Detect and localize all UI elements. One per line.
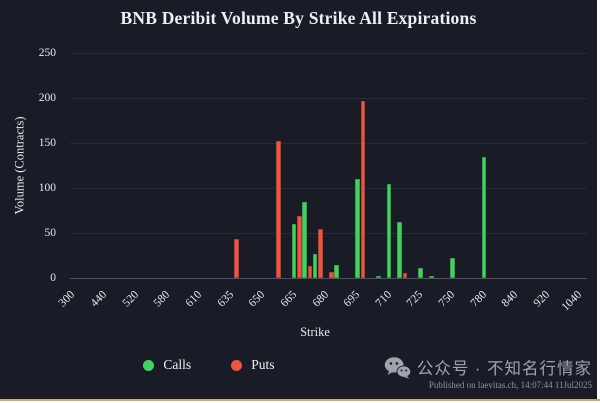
y-tick-label-250: 250 bbox=[38, 47, 56, 59]
y-tick-label-100: 100 bbox=[38, 182, 56, 194]
published-label: Published on laevitas.ch, 14:07:44 11Jul… bbox=[428, 380, 592, 390]
legend-label-calls: Calls bbox=[163, 357, 192, 372]
bar-calls-665[interactable] bbox=[291, 224, 297, 278]
bar-calls-685[interactable] bbox=[333, 264, 339, 278]
frame-line bbox=[0, 399, 600, 401]
x-axis-line bbox=[70, 277, 587, 279]
legend-dot-puts bbox=[231, 359, 243, 371]
y-tick-label-150: 150 bbox=[38, 137, 56, 149]
gridline-150 bbox=[70, 143, 587, 144]
bar-calls-705[interactable] bbox=[376, 276, 381, 278]
gridline-100 bbox=[70, 188, 587, 189]
legend-item-puts[interactable]: Puts bbox=[231, 357, 274, 373]
bar-puts-665[interactable] bbox=[297, 215, 302, 278]
watermark: 公众号 · 不知名行情家 Published on laevitas.ch, 1… bbox=[384, 355, 592, 390]
wechat-label: 公众号 · 不知名行情家 bbox=[416, 360, 592, 378]
bar-puts-635[interactable] bbox=[234, 239, 239, 278]
bar-puts-715[interactable] bbox=[402, 272, 408, 278]
bar-calls-675[interactable] bbox=[312, 253, 318, 278]
gridline-50 bbox=[70, 233, 587, 234]
y-tick-label-50: 50 bbox=[44, 227, 57, 239]
legend-item-calls[interactable]: Calls bbox=[143, 357, 191, 373]
wechat-icon bbox=[384, 356, 411, 379]
bar-calls-710[interactable] bbox=[386, 183, 392, 278]
y-tick-label-200: 200 bbox=[38, 92, 56, 104]
bar-calls-730[interactable] bbox=[428, 276, 434, 278]
bar-puts-670[interactable] bbox=[307, 266, 313, 278]
legend-label-puts: Puts bbox=[251, 357, 275, 372]
plot-area bbox=[70, 45, 587, 279]
bar-puts-675[interactable] bbox=[318, 229, 324, 278]
legend-dot-calls bbox=[143, 359, 155, 371]
bar-calls-695[interactable] bbox=[355, 179, 360, 278]
gridline-200 bbox=[70, 98, 587, 99]
bar-calls-715[interactable] bbox=[397, 222, 402, 278]
bar-puts-680[interactable] bbox=[329, 271, 334, 278]
chart-title: BNB Deribit Volume By Strike All Expirat… bbox=[120, 8, 477, 28]
bar-calls-670[interactable] bbox=[302, 201, 307, 278]
bar-puts-655[interactable] bbox=[276, 141, 281, 278]
bar-puts-695[interactable] bbox=[360, 100, 366, 278]
watermark-row: 公众号 · 不知名行情家 bbox=[384, 355, 592, 379]
bar-calls-725[interactable] bbox=[418, 268, 423, 278]
bar-calls-750[interactable] bbox=[450, 258, 455, 278]
bar-calls-780[interactable] bbox=[481, 156, 487, 278]
x-axis-label: Strike bbox=[300, 325, 330, 339]
legend: Calls Puts bbox=[0, 357, 418, 373]
y-tick-label-0: 0 bbox=[50, 272, 56, 284]
gridline-250 bbox=[70, 53, 587, 54]
